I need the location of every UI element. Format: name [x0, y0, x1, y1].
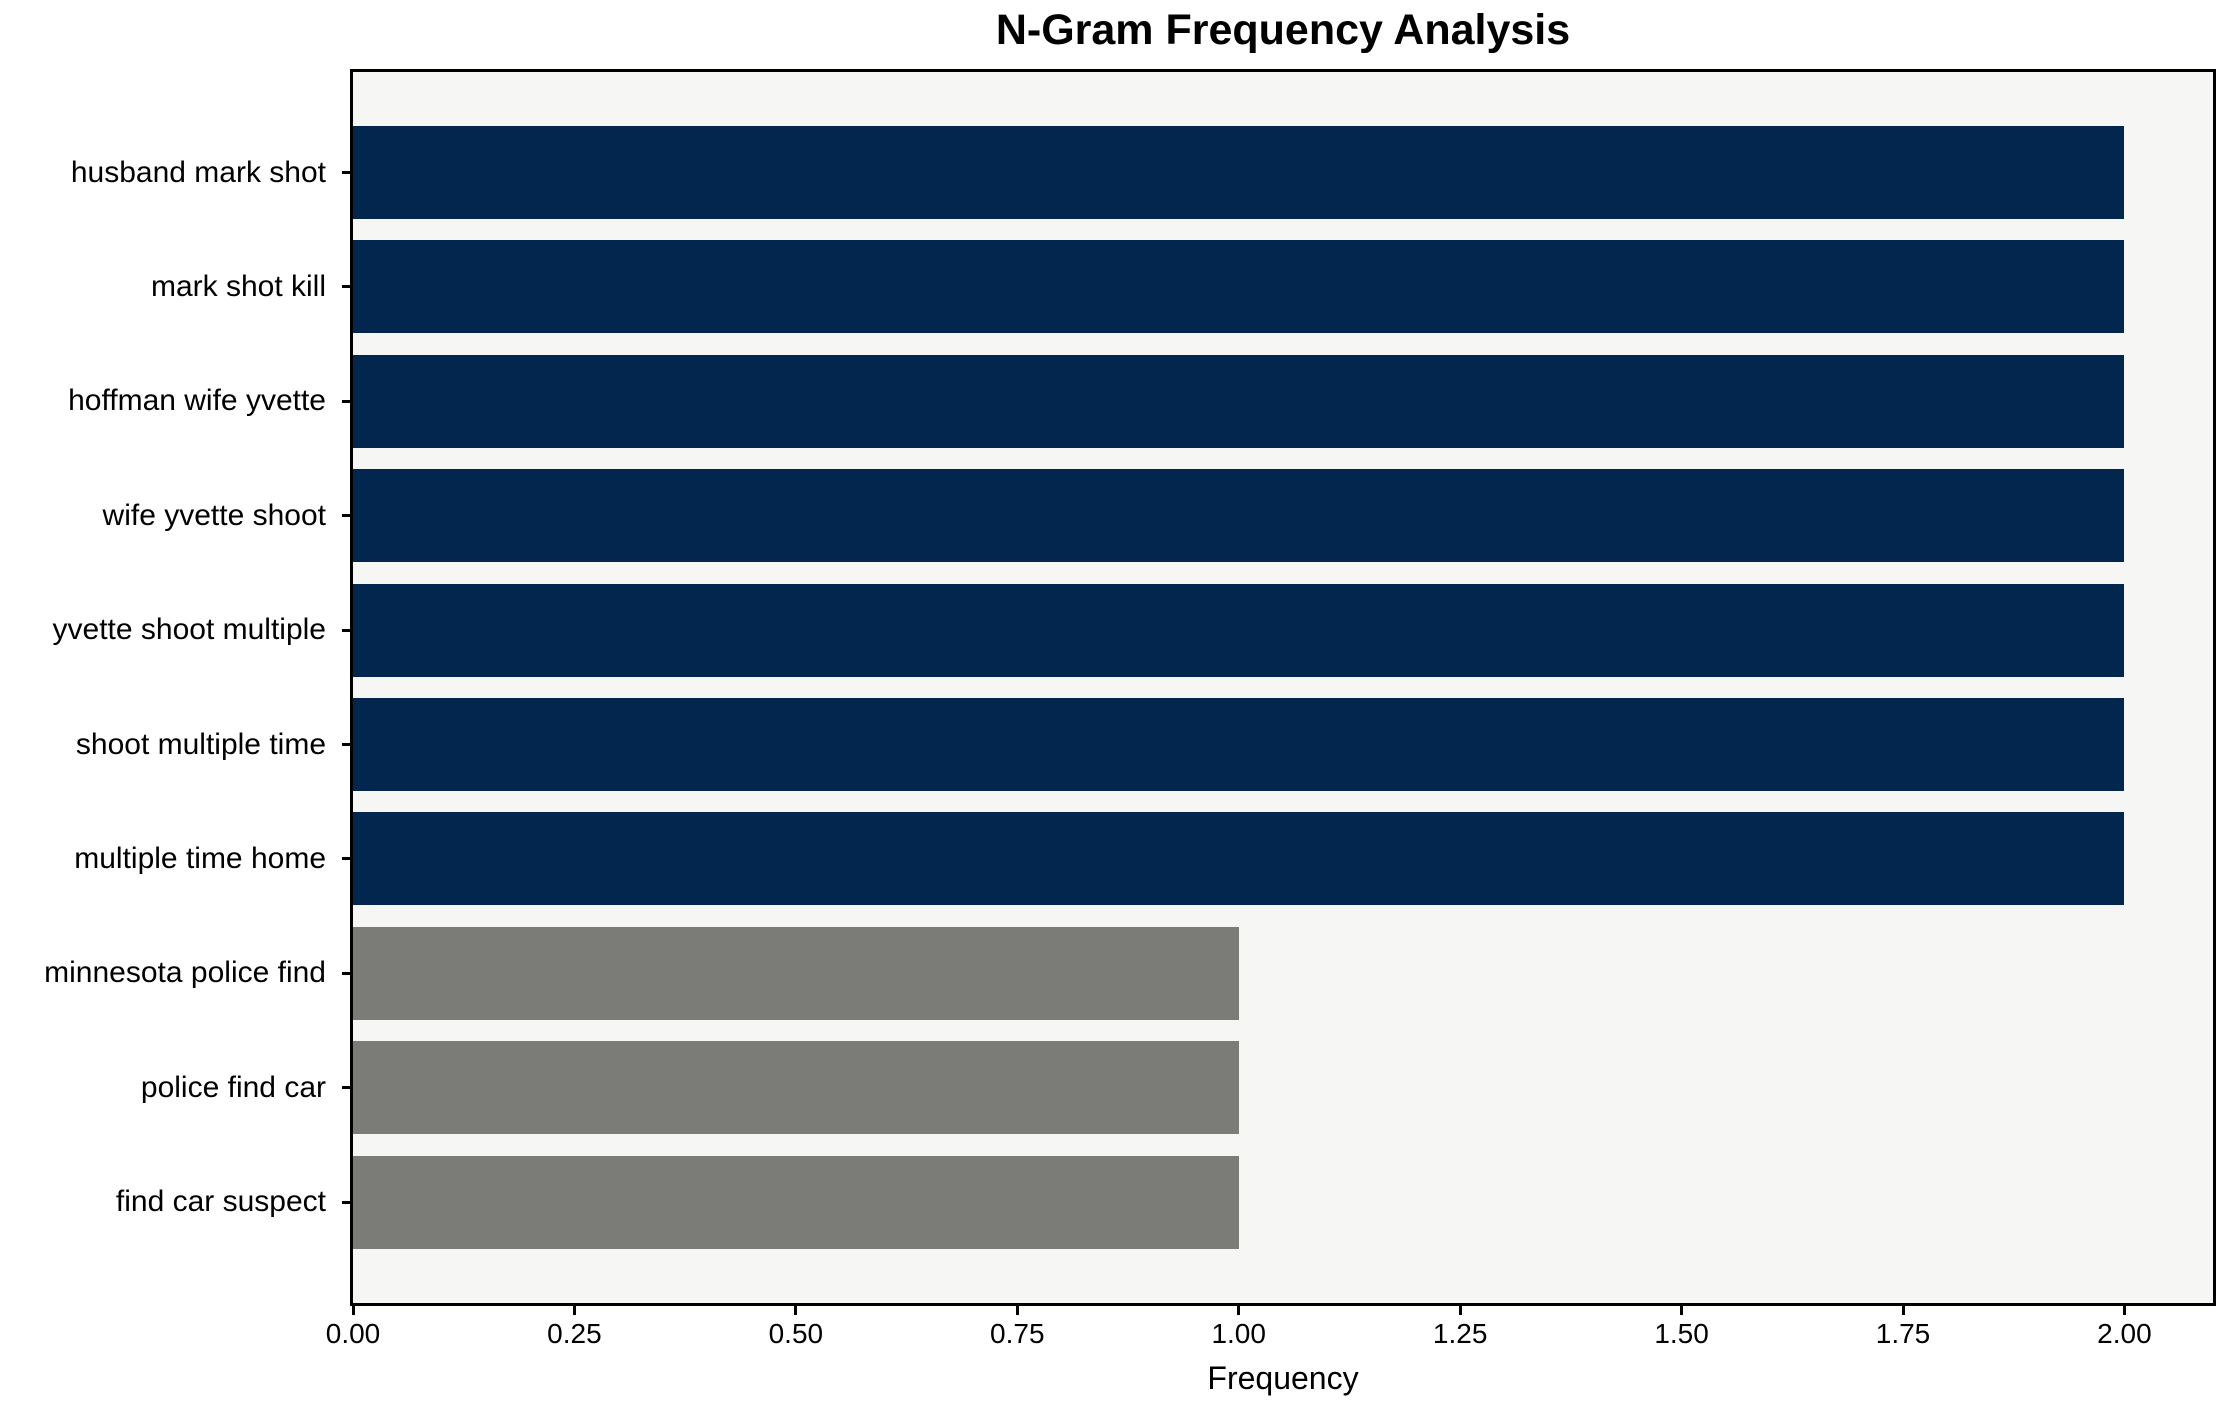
x-tick-mark — [1901, 1306, 1905, 1315]
y-tick-mark — [342, 628, 351, 632]
bar-husband-mark-shot — [353, 126, 2125, 219]
x-tick-label: 0.25 — [547, 1318, 602, 1349]
x-tick-mark — [1680, 1306, 1684, 1315]
x-tick-mark — [572, 1306, 576, 1315]
y-tick-mark — [342, 285, 351, 289]
y-tick-label: police find car — [140, 1070, 326, 1104]
y-tick-label: multiple time home — [74, 841, 326, 875]
x-tick-label: 2.00 — [2097, 1318, 2152, 1349]
bar-minnesota-police-find — [353, 926, 1239, 1020]
y-tick-label: minnesota police find — [44, 956, 326, 990]
y-tick-mark — [342, 971, 351, 975]
x-tick-label: 1.25 — [1432, 1318, 1488, 1349]
x-tick-mark — [794, 1306, 798, 1315]
y-tick-label: hoffman wife yvette — [68, 384, 326, 418]
x-tick-mark — [1237, 1306, 1241, 1315]
y-tick-mark — [342, 857, 351, 861]
y-tick-mark — [342, 1200, 351, 1204]
x-tick-label: 1.00 — [1211, 1318, 1266, 1349]
y-tick-mark — [342, 171, 351, 174]
x-tick-mark — [1015, 1306, 1019, 1315]
bar-mark-shot-kill — [353, 240, 2125, 334]
x-axis-label: Frequency — [1207, 1360, 1359, 1396]
chart-title: N-Gram Frequency Analysis — [995, 6, 1571, 54]
x-tick-mark — [1458, 1306, 1462, 1315]
bar-multiple-time-home — [353, 812, 2125, 906]
bar-shoot-multiple-time — [353, 698, 2125, 791]
bar-yvette-shoot-multiple — [353, 583, 2125, 677]
y-tick-mark — [342, 514, 351, 518]
plot-area — [350, 69, 2216, 1306]
y-tick-mark — [342, 399, 351, 403]
bar-wife-yvette-shoot — [353, 469, 2125, 563]
y-tick-label: find car suspect — [115, 1185, 326, 1219]
x-tick-label: 0.00 — [325, 1318, 381, 1349]
bar-hoffman-wife-yvette — [353, 354, 2125, 448]
bar-police-find-car — [353, 1041, 1239, 1135]
y-tick-mark — [342, 1086, 351, 1090]
x-tick-label: 0.50 — [768, 1318, 824, 1349]
y-tick-label: yvette shoot multiple — [52, 613, 326, 647]
x-tick-label: 0.75 — [990, 1318, 1045, 1349]
y-tick-label: wife yvette shoot — [102, 498, 326, 532]
x-tick-label: 1.75 — [1875, 1318, 1931, 1349]
y-tick-label: mark shot kill — [150, 269, 326, 303]
x-tick-label: 1.50 — [1654, 1318, 1709, 1349]
bar-find-car-suspect — [353, 1155, 1239, 1249]
y-tick-label: shoot multiple time — [75, 727, 326, 761]
x-tick-mark — [2122, 1306, 2126, 1315]
y-tick-mark — [342, 743, 351, 746]
y-tick-label: husband mark shot — [70, 155, 326, 189]
x-tick-mark — [351, 1306, 355, 1315]
